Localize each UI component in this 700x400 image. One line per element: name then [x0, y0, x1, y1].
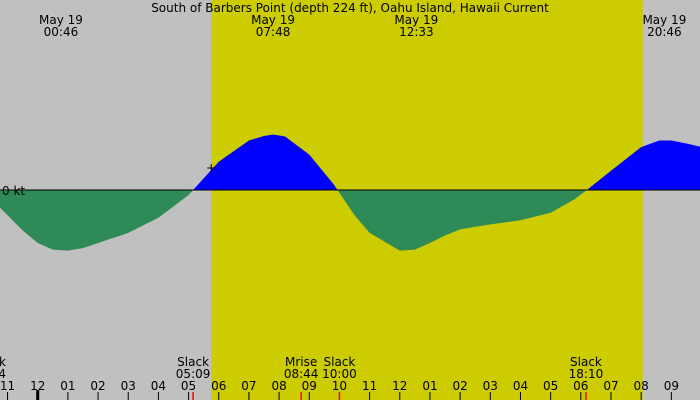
current-area-group	[0, 134, 700, 251]
x-tick-label: 01	[422, 379, 437, 393]
top-time-label: 00:46	[44, 25, 79, 39]
top-date-label: May 19	[39, 13, 83, 27]
x-tick-label: 03	[121, 379, 136, 393]
x-tick-label: 04	[151, 379, 166, 393]
x-tick-label: 05	[543, 379, 558, 393]
top-time-label: 20:46	[647, 25, 682, 39]
event-name-label: Slack	[570, 355, 602, 369]
event-markers	[36, 164, 587, 400]
x-tick-label: 12	[392, 379, 407, 393]
x-tick-label: 05	[181, 379, 196, 393]
zero-kt-label: 0 kt	[2, 184, 25, 198]
top-date-label: May 19	[642, 13, 686, 27]
x-tick-label: 10	[332, 379, 347, 393]
top-date-label: May 19	[394, 13, 438, 27]
x-axis-ticks: 11 12 01 02 03 04 05 06 07 08 09 10 11 12 01 02 03 04 05 06…	[0, 379, 679, 400]
event-name-label: Mrise	[285, 355, 317, 369]
x-tick-label: 07	[241, 379, 256, 393]
x-tick-label: 02	[452, 379, 467, 393]
event-time-label: 18:10	[569, 367, 604, 381]
x-tick-label: 09	[302, 379, 317, 393]
top-date-label: May 19	[251, 13, 295, 27]
ebb-current-area	[0, 190, 587, 251]
x-tick-label: 04	[513, 379, 528, 393]
top-time-label: 12:33	[399, 25, 434, 39]
x-tick-label: 02	[90, 379, 105, 393]
x-tick-label: 07	[603, 379, 618, 393]
x-tick-label: 06	[211, 379, 226, 393]
x-tick-label: 08	[271, 379, 286, 393]
event-time-label: 08:44	[284, 367, 319, 381]
chart-title: South of Barbers Point (depth 224 ft), O…	[151, 1, 549, 15]
event-name-label: Slack	[177, 355, 209, 369]
x-tick-label: 06	[573, 379, 588, 393]
event-name-label: Slack	[324, 355, 356, 369]
event-name-label: k	[0, 355, 6, 369]
x-tick-label: 03	[483, 379, 498, 393]
event-time-label: 10:00	[322, 367, 357, 381]
x-tick-label: 11	[0, 379, 15, 393]
flood-current-area	[193, 134, 700, 190]
x-tick-label: 01	[60, 379, 75, 393]
x-tick-label: 12	[30, 379, 45, 393]
bottom-label-group: k4Slack05:09Mrise08:44Slack10:00Slack18:…	[0, 355, 603, 381]
x-tick-label: 11	[362, 379, 377, 393]
event-time-label: 05:09	[176, 367, 211, 381]
event-time-label: 4	[0, 367, 6, 381]
x-tick-label: 09	[664, 379, 679, 393]
x-tick-label: 08	[634, 379, 649, 393]
top-time-label: 07:48	[256, 25, 291, 39]
